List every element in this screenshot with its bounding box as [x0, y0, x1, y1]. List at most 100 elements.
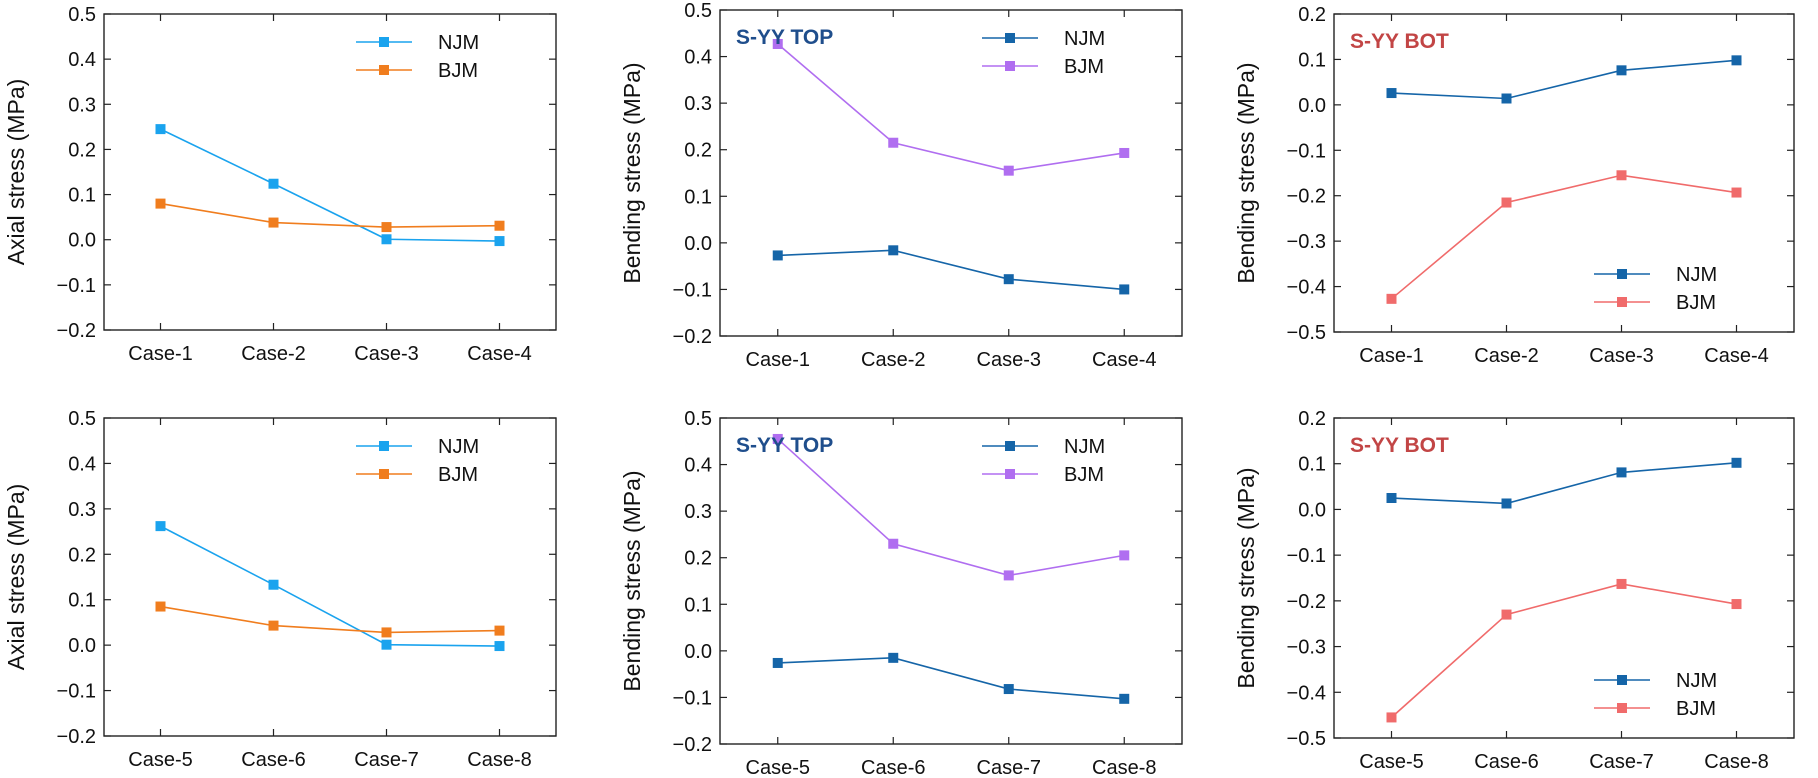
plot-frame [103, 13, 557, 331]
data-point-njm [1501, 498, 1512, 509]
y-tick-label: −0.3 [1287, 231, 1326, 253]
data-point-bjm [494, 625, 505, 636]
y-axis-label: Bending stress (MPa) [1233, 467, 1259, 688]
y-tick-label: −0.1 [1287, 545, 1326, 567]
x-tick-label: Case-1 [746, 349, 810, 371]
y-tick-label: 0.2 [1298, 408, 1326, 430]
data-point-bjm [268, 620, 279, 631]
series-line-bjm [160, 605, 500, 634]
y-tick-label: 0.4 [684, 47, 712, 69]
y-tick-label: 0.5 [68, 408, 96, 430]
x-tick-label: Case-6 [861, 757, 925, 778]
legend-label-bjm: BJM [1676, 698, 1716, 720]
y-tick-label: −0.1 [57, 681, 96, 703]
y-tick-label: −0.5 [1287, 322, 1326, 344]
y-tick-label: 0.1 [1298, 49, 1326, 71]
panel-annotation: S-YY TOP [736, 26, 833, 49]
x-tick-label: Case-7 [354, 749, 418, 771]
y-tick-label: −0.4 [1287, 682, 1326, 704]
y-tick-label: 0.2 [684, 548, 712, 570]
y-tick-label: −0.4 [1287, 277, 1326, 299]
legend-label-bjm: BJM [1064, 464, 1104, 486]
chart-panel-2: −0.2 −0.1 0.0 0.1 0.2 0.3 0.4 0.5 Case-1 Case-2 Ca… [619, 0, 1183, 371]
y-tick-label: 0.0 [1298, 95, 1326, 117]
y-axis-label: Bending stress (MPa) [1233, 62, 1259, 283]
y-axis-label: Bending stress (MPa) [619, 470, 645, 691]
data-point-bjm [1616, 578, 1627, 589]
y-tick-label: 0.4 [68, 49, 96, 71]
data-point-bjm [1003, 165, 1014, 176]
data-point-bjm [772, 38, 783, 49]
y-tick-label: 0.3 [684, 501, 712, 523]
data-point-bjm [1501, 609, 1512, 620]
data-point-njm [1003, 274, 1014, 285]
legend-marker-bjm [1617, 703, 1627, 713]
y-tick-label: 0.0 [1298, 499, 1326, 521]
y-axis-label: Axial stress (MPa) [3, 79, 29, 266]
plot-frame [719, 417, 1183, 745]
data-point-njm [888, 652, 899, 663]
y-tick-label: 0.5 [68, 4, 96, 26]
data-point-bjm [1616, 170, 1627, 181]
data-point-njm [494, 236, 505, 247]
data-point-njm [1731, 457, 1742, 468]
legend-marker-bjm [379, 65, 389, 75]
series-line-njm [777, 657, 1125, 700]
plot-frame [1333, 13, 1795, 333]
chart-panel-1: −0.2 −0.1 0.0 0.1 0.2 0.3 0.4 0.5 Case-1 Case-2 Ca… [3, 4, 557, 365]
data-point-njm [1616, 467, 1627, 478]
chart-panel-3: −0.5 −0.4 −0.3 −0.2 −0.1 0.0 0.1 0.2 Case-1 Case-… [1233, 4, 1795, 367]
legend-marker-njm [1005, 33, 1015, 43]
y-tick-label: −0.1 [57, 275, 96, 297]
legend-marker-bjm [379, 469, 389, 479]
data-point-njm [381, 639, 392, 650]
y-tick-label: 0.2 [684, 140, 712, 162]
y-tick-label: 0.2 [1298, 4, 1326, 26]
data-point-bjm [1501, 197, 1512, 208]
y-tick-label: 0.3 [684, 93, 712, 115]
y-tick-label: 0.0 [68, 635, 96, 657]
legend-marker-njm [379, 37, 389, 47]
data-point-bjm [268, 217, 279, 228]
data-point-bjm [772, 433, 783, 444]
series-line-njm [777, 249, 1125, 291]
legend-label-njm: NJM [1676, 264, 1717, 286]
data-point-bjm [155, 601, 166, 612]
series-line-bjm [777, 438, 1125, 577]
y-tick-label: 0.0 [684, 233, 712, 255]
legend-marker-njm [1005, 441, 1015, 451]
x-tick-label: Case-1 [128, 343, 192, 365]
y-tick-label: 0.2 [68, 139, 96, 161]
data-point-njm [1501, 93, 1512, 104]
y-tick-label: 0.3 [68, 499, 96, 521]
x-tick-label: Case-8 [1092, 757, 1156, 778]
x-tick-label: Case-5 [1359, 751, 1423, 773]
data-point-njm [381, 234, 392, 245]
legend-marker-njm [1617, 269, 1627, 279]
x-tick-label: Case-3 [1589, 345, 1653, 367]
x-tick-label: Case-4 [1704, 345, 1768, 367]
data-point-bjm [1003, 570, 1014, 581]
data-point-njm [1616, 65, 1627, 76]
legend-marker-bjm [1005, 61, 1015, 71]
x-tick-label: Case-6 [1474, 751, 1538, 773]
x-tick-label: Case-1 [1359, 345, 1423, 367]
data-point-njm [155, 521, 166, 532]
y-tick-label: 0.5 [684, 0, 712, 22]
data-point-bjm [888, 538, 899, 549]
plot-frame [103, 417, 557, 737]
data-point-bjm [381, 627, 392, 638]
legend-label-bjm: BJM [438, 464, 478, 486]
chart-panel-5: −0.2 −0.1 0.0 0.1 0.2 0.3 0.4 0.5 Case-5 Case-6 Ca… [619, 408, 1183, 778]
y-axis-label: Bending stress (MPa) [619, 62, 645, 283]
y-tick-label: 0.3 [68, 94, 96, 116]
chart-panel-4: −0.2 −0.1 0.0 0.1 0.2 0.3 0.4 0.5 Case-5 Case-6 Ca… [3, 408, 557, 771]
series-line-njm [1391, 59, 1737, 100]
panel-annotation: S-YY BOT [1350, 30, 1449, 53]
x-tick-label: Case-7 [1589, 751, 1653, 773]
legend-label-bjm: BJM [1064, 56, 1104, 78]
y-tick-label: −0.1 [673, 279, 712, 301]
y-tick-label: −0.2 [673, 326, 712, 348]
x-tick-label: Case-3 [354, 343, 418, 365]
data-point-njm [1003, 684, 1014, 695]
